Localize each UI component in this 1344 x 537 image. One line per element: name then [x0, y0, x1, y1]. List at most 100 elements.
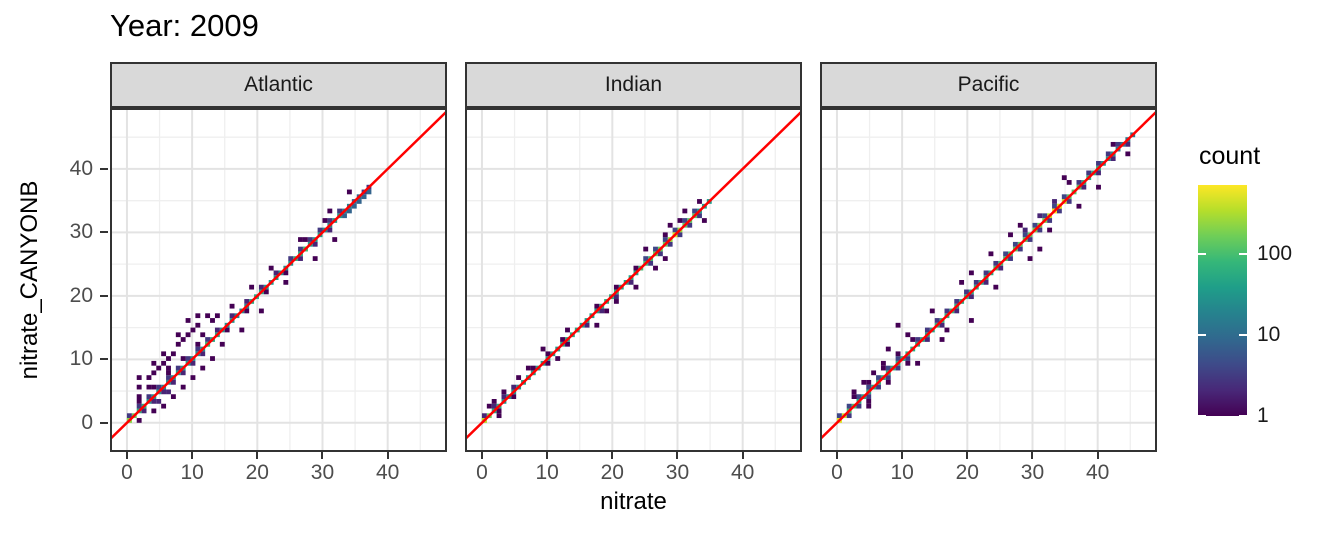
- bin: [1003, 251, 1009, 257]
- x-tick-mark: [386, 452, 389, 459]
- panel-pacific: [820, 108, 1157, 452]
- x-tick-mark: [125, 452, 128, 459]
- y-tick-label: 40: [69, 156, 93, 180]
- bin: [924, 327, 930, 333]
- bin: [905, 360, 911, 366]
- bin: [993, 260, 999, 266]
- x-tick-label: 10: [890, 461, 914, 484]
- facet-strip-atlantic: Atlantic: [110, 62, 447, 108]
- bin: [1061, 175, 1067, 181]
- bin: [628, 280, 634, 285]
- bin: [327, 208, 333, 214]
- bin: [200, 351, 206, 357]
- bin: [1037, 227, 1043, 233]
- bin: [166, 389, 171, 395]
- bin: [136, 399, 142, 404]
- bin: [613, 299, 619, 304]
- bin: [1056, 208, 1062, 214]
- x-tick-mark: [321, 452, 324, 459]
- bin: [511, 384, 517, 390]
- bin: [662, 256, 668, 261]
- bin: [662, 237, 668, 242]
- bin: [1037, 213, 1043, 219]
- bin: [258, 308, 264, 314]
- bin: [298, 256, 303, 261]
- x-tick-mark: [480, 452, 483, 459]
- bin: [866, 403, 872, 409]
- bin: [1110, 156, 1116, 161]
- legend-tick-mark: [1239, 333, 1247, 336]
- bin: [1125, 151, 1131, 157]
- bin: [1096, 170, 1101, 176]
- bin: [545, 351, 551, 357]
- y-axis-title: nitrate_CANYONB: [16, 180, 43, 380]
- bin: [1076, 180, 1082, 185]
- bin: [298, 237, 303, 242]
- bin: [185, 318, 191, 323]
- bin: [516, 375, 522, 380]
- facet-strip-label: Indian: [604, 73, 663, 96]
- bin: [136, 394, 142, 400]
- bin: [501, 394, 507, 400]
- bin: [895, 322, 901, 328]
- facet-strip-label: Atlantic: [244, 73, 313, 96]
- legend-title: count: [1199, 142, 1261, 170]
- bin: [298, 246, 303, 252]
- bin: [151, 370, 157, 376]
- bin: [895, 356, 901, 361]
- bin: [1012, 241, 1018, 247]
- bin: [594, 322, 600, 328]
- bin: [545, 360, 551, 366]
- bin: [653, 265, 658, 271]
- bin: [263, 289, 269, 295]
- bin: [1115, 141, 1121, 147]
- bin: [161, 403, 167, 409]
- bin: [968, 294, 974, 300]
- facet-strip-indian: Indian: [465, 62, 802, 108]
- bin: [880, 360, 886, 366]
- bin: [146, 384, 152, 390]
- bin: [151, 384, 157, 390]
- bin: [924, 337, 930, 342]
- x-tick-label: 10: [535, 461, 559, 484]
- bin: [944, 327, 950, 333]
- bin: [185, 356, 191, 361]
- bin: [146, 394, 152, 400]
- bin: [954, 308, 960, 314]
- x-tick-mark: [1096, 452, 1099, 459]
- bin: [988, 251, 994, 257]
- bin: [273, 270, 279, 276]
- bin: [565, 341, 570, 347]
- panel-border: [110, 108, 447, 452]
- bin: [895, 365, 901, 371]
- bin: [511, 394, 517, 400]
- bin: [1086, 170, 1092, 176]
- y-tick-label: 10: [69, 347, 93, 371]
- bin: [648, 260, 654, 266]
- bin: [501, 389, 507, 395]
- bin: [146, 375, 152, 380]
- bin: [327, 227, 333, 233]
- x-tick-mark: [835, 452, 838, 459]
- bin: [1017, 246, 1023, 252]
- bin: [190, 375, 196, 380]
- x-tick-label: 20: [600, 461, 624, 484]
- bin: [1027, 237, 1033, 242]
- x-tick-label: 30: [310, 461, 335, 484]
- bin: [1061, 194, 1067, 200]
- bin: [1081, 184, 1087, 190]
- bin: [701, 218, 707, 223]
- bin: [156, 365, 162, 371]
- bin: [973, 280, 979, 285]
- bin: [687, 222, 693, 228]
- bin: [1047, 227, 1053, 233]
- bin: [180, 370, 186, 376]
- bin: [866, 384, 872, 390]
- bin: [214, 327, 220, 333]
- bin: [1047, 218, 1053, 223]
- x-tick-mark: [676, 452, 679, 459]
- bin: [361, 194, 367, 200]
- identity-line: [110, 109, 447, 442]
- bin: [249, 284, 255, 290]
- bin: [356, 199, 362, 204]
